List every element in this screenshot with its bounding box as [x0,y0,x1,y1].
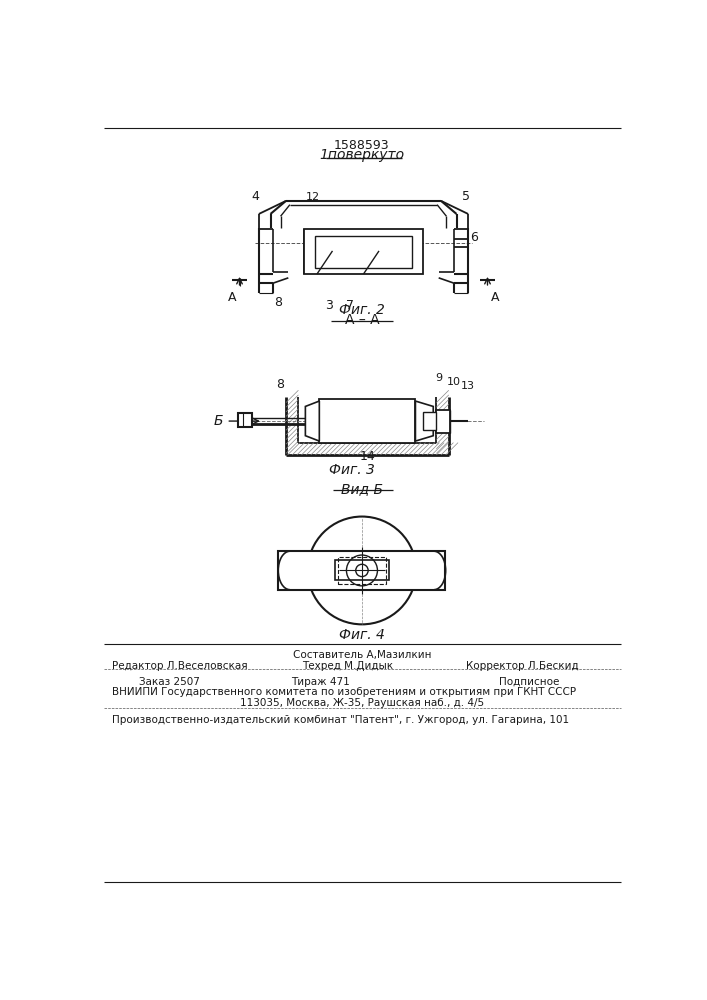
Polygon shape [416,401,433,441]
Bar [304,229,423,274]
Text: 1поверкуто: 1поверкуто [320,148,404,162]
Bar [315,235,412,268]
Text: ВНИИПИ Государственного комитета по изобретениям и открытиям при ГКНТ СССР: ВНИИПИ Государственного комитета по изоб… [112,687,575,697]
Text: 113035, Москва, Ж-35, Раушская наб., д. 4/5: 113035, Москва, Ж-35, Раушская наб., д. … [240,698,484,708]
Text: Корректор Л.Бескид: Корректор Л.Бескид [466,661,579,671]
Text: 3: 3 [325,299,332,312]
Text: Подписное: Подписное [499,677,559,687]
Text: Фиг. 2: Фиг. 2 [339,303,385,317]
Bar [320,399,416,443]
Text: Фиг. 4: Фиг. 4 [339,628,385,642]
Text: А – А: А – А [344,313,379,327]
Text: 14: 14 [359,450,375,463]
Bar [338,557,386,584]
Text: Редактор Л.Веселовская: Редактор Л.Веселовская [112,661,247,671]
Text: А: А [228,291,236,304]
Text: Фиг. 3: Фиг. 3 [329,463,375,477]
Polygon shape [305,401,320,441]
Text: 12: 12 [305,192,320,202]
Bar [436,410,450,433]
Bar [238,413,252,427]
Text: 8: 8 [276,378,284,391]
Text: 1588593: 1588593 [334,139,390,152]
Bar [335,560,389,580]
Text: Вид Б: Вид Б [341,482,383,496]
Text: 10: 10 [446,377,460,387]
Text: 9: 9 [436,373,443,383]
Text: 8: 8 [274,296,282,309]
Text: Техред М.Дидык: Техред М.Дидык [303,661,394,671]
Text: 6: 6 [469,231,477,244]
Text: 5: 5 [462,190,470,204]
Text: Составитель А,Мазилкин: Составитель А,Мазилкин [293,650,431,660]
Bar [423,412,436,430]
Text: Тираж 471: Тираж 471 [291,677,350,687]
Text: Б: Б [214,414,223,428]
Text: 7: 7 [346,299,354,312]
Text: Заказ 2507: Заказ 2507 [139,677,199,687]
Text: Производственно-издательский комбинат "Патент", г. Ужгород, ул. Гагарина, 101: Производственно-издательский комбинат "П… [112,715,568,725]
Text: А: А [491,291,500,304]
Text: 4: 4 [251,190,259,204]
Text: 13: 13 [460,381,474,391]
Bar [279,551,445,590]
